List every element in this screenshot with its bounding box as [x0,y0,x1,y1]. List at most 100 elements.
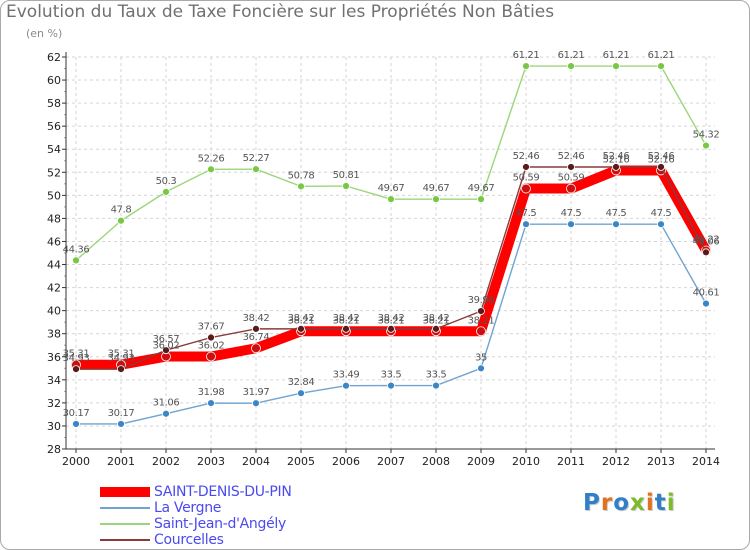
y-tick-label: 54 [47,143,61,156]
data-point [162,409,170,418]
data-point [657,62,665,71]
chart-title: Evolution du Taux de Taxe Foncière sur l… [6,2,555,22]
data-label: 52.26 [198,153,225,164]
legend-label: La Vergne [154,500,222,516]
data-label: 61.21 [558,50,585,61]
x-tick-label: 2005 [287,455,315,468]
x-tick-label: 2006 [332,455,360,468]
data-label: 50.59 [558,173,585,184]
y-tick-label: 36 [47,351,61,364]
data-point [207,399,215,408]
y-tick-label: 32 [47,397,61,410]
data-label: 52.46 [648,151,675,162]
data-point [702,299,710,308]
y-tick-label: 46 [47,235,61,248]
logo-letter: i [645,490,655,516]
y-tick-label: 44 [47,259,61,272]
data-label: 36.57 [153,334,180,345]
data-point [252,165,260,174]
data-label: 36.02 [198,341,225,352]
data-label: 38.42 [423,313,450,324]
data-point [522,220,530,229]
y-tick-label: 50 [47,189,61,202]
logo-letter: r [600,490,614,516]
data-label: 38.21 [468,315,495,326]
data-point [657,220,665,229]
logo-letter: P [583,490,601,516]
logo-letter: t [654,490,667,516]
data-label: 36.74 [243,332,270,343]
data-label: 47.5 [651,208,672,219]
logo-letter: o [613,490,631,516]
data-point [477,307,485,316]
data-point [476,326,486,337]
data-label: 50.59 [513,173,540,184]
data-point [117,216,125,225]
data-label: 38.42 [378,313,405,324]
data-point [252,399,260,408]
data-label: 50.81 [333,170,360,181]
logo-letter: i [666,490,676,516]
data-label: 32.84 [288,377,315,388]
data-label: 50.78 [288,170,315,181]
data-point [342,324,350,333]
legend-swatch [100,523,150,525]
data-label: 38.42 [288,313,315,324]
data-label: 52.27 [243,153,270,164]
data-label: 45.06 [693,236,720,247]
data-point [432,195,440,204]
data-point [387,324,395,333]
data-point [387,381,395,390]
data-point [207,165,215,174]
y-tick-label: 30 [47,420,61,433]
proxiti-logo: Proxiti [583,490,676,516]
data-label: 34.93 [108,353,135,364]
data-point [432,381,440,390]
data-label: 61.21 [648,50,675,61]
data-label: 52.46 [558,151,585,162]
data-point [612,163,620,171]
x-tick-label: 2001 [107,455,135,468]
data-point [72,256,80,265]
data-point [162,187,170,196]
x-tick-label: 2013 [647,455,675,468]
data-point [297,182,305,191]
y-tick-label: 48 [47,212,61,225]
y-tick-label: 58 [47,97,61,110]
data-label: 44.36 [63,244,90,255]
series-layer [71,62,711,428]
data-label: 37.67 [198,322,225,333]
x-tick-label: 2012 [602,455,630,468]
data-point [251,343,261,354]
x-tick-label: 2003 [197,455,225,468]
data-label: 30.17 [63,408,90,419]
data-point [522,62,530,71]
data-labels: 35.31 35.31 36.02 36.02 36.74 38.21 38.21 38.21… [63,50,720,419]
data-label: 61.21 [603,50,630,61]
data-point [297,389,305,398]
y-tick-label: 62 [47,51,61,64]
data-label: 38.42 [243,313,270,324]
data-point [432,324,440,333]
data-label: 38.21 [378,315,405,326]
data-label: 38.21 [423,315,450,326]
y-tick-label: 34 [47,374,61,387]
x-tick-label: 2014 [692,455,720,468]
data-label: 38.21 [333,315,360,326]
data-point [297,324,305,333]
data-label: 39.96 [468,295,495,306]
data-label: 49.67 [378,183,405,194]
data-label: 47.8 [111,205,132,216]
data-point [117,420,125,428]
data-label: 54.32 [693,130,720,141]
x-tick-label: 2002 [152,455,180,468]
legend-label: Courcelles [154,532,224,548]
legend-label: Saint-Jean-d'Angély [154,516,286,532]
data-label: 35 [475,352,487,363]
data-point [522,163,530,171]
legend-label: SAINT-DENIS-DU-PIN [154,484,292,500]
data-label: 30.17 [108,408,135,419]
y-axis-unit-label: (en %) [26,27,63,40]
legend-swatch [100,507,150,509]
